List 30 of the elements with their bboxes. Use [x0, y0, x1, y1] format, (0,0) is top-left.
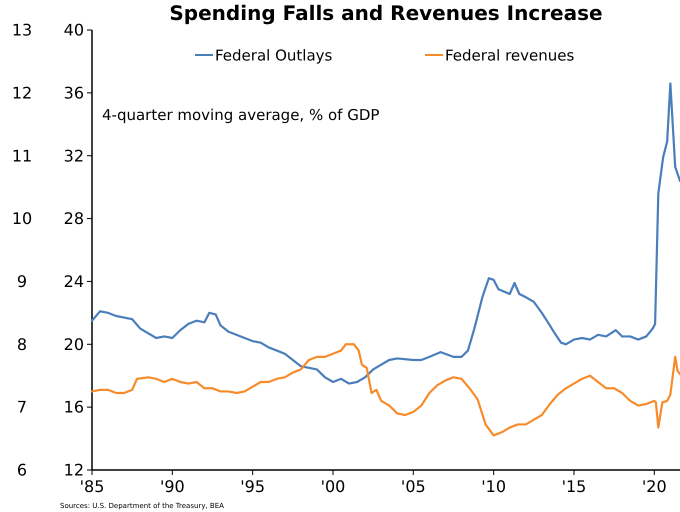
y-tick-label: 40 [64, 20, 84, 40]
annotation: 4-quarter moving average, % of GDP [102, 106, 380, 124]
legend-label: Federal revenues [445, 46, 574, 64]
x-tick-label: '00 [320, 477, 346, 496]
x-tick-label: '95 [240, 477, 266, 496]
y-tick-label: 24 [64, 272, 84, 292]
x-tick-label: '90 [160, 477, 185, 496]
x-tick-label: '10 [481, 477, 506, 496]
y-tick-label: 32 [64, 146, 84, 166]
y-tick-label: 36 [64, 83, 84, 102]
y-tick-label: 12 [64, 460, 84, 480]
y2-tick-label: 11 [12, 146, 32, 166]
line-series [90, 82, 680, 385]
y2-tick-label: 8 [16, 334, 28, 354]
y-tick-label: 20 [64, 334, 84, 354]
x-tick-label: '05 [400, 477, 426, 496]
chart-title: Spending Falls and Revenues Increase [169, 1, 603, 25]
y2-tick-label: 10 [12, 209, 32, 228]
line-series [90, 343, 680, 437]
legend-label: Federal Outlays [215, 46, 333, 64]
x-tick-label: '20 [642, 477, 667, 496]
y2-tick-label: 6 [16, 460, 28, 480]
x-tick-label: '15 [562, 477, 586, 496]
y-tick-label: 16 [64, 398, 84, 417]
y2-tick-label: 12 [12, 83, 32, 102]
y2-tick-label: 9 [16, 272, 28, 292]
y2-tick-label: 13 [12, 20, 32, 40]
y-tick-label: 28 [64, 209, 84, 228]
x-tick-label: '85 [80, 477, 104, 496]
y2-tick-label: 7 [16, 398, 28, 417]
